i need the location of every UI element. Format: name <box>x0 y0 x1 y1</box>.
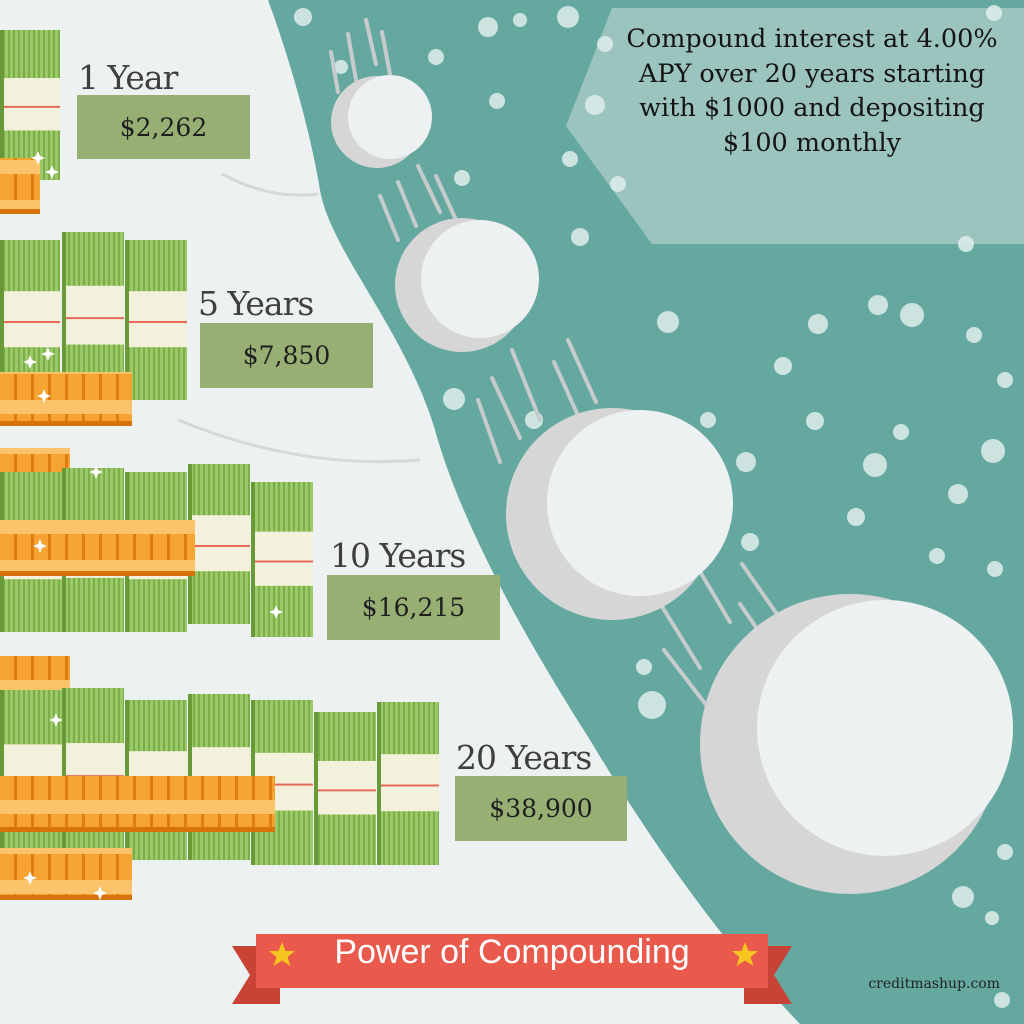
milestone-2-label: 5 Years <box>198 284 314 323</box>
money-stack-icon <box>0 690 62 860</box>
coin-stack-icon <box>0 776 275 832</box>
headline-panel <box>566 8 1024 244</box>
sparkle-icon <box>23 871 37 885</box>
coin-stack-icon <box>0 848 132 900</box>
headline: Compound interest at 4.00% APY over 20 y… <box>626 24 998 158</box>
snowball-icon <box>395 218 539 352</box>
site-credit: creditmashup.com <box>868 976 1000 992</box>
milestone-1-amount: $2,262 <box>77 95 250 159</box>
milestone-4-label: 20 Years <box>456 738 592 777</box>
money-stack-icon <box>125 240 187 400</box>
snow-dots <box>294 5 1013 1008</box>
banner-title: Power of Compounding <box>334 933 690 971</box>
money-stack-icon <box>314 712 376 865</box>
money-stack-icon <box>62 688 124 860</box>
snowball-icon <box>506 408 733 620</box>
snowball-icon <box>700 594 1013 894</box>
ribbon-banner <box>232 934 792 1004</box>
money-stack-icon <box>0 30 60 180</box>
star-icon <box>269 942 295 966</box>
sparkle-icon <box>41 347 55 361</box>
sparkle-icon <box>45 165 59 179</box>
snowball-icon <box>331 75 432 168</box>
milestone-1-label: 1 Year <box>78 58 178 97</box>
coin-stack-icon <box>0 520 195 576</box>
milestone-3-label: 10 Years <box>330 536 466 575</box>
sparkle-icon <box>89 465 103 479</box>
sparkle-icon <box>37 389 51 403</box>
money-stack-icon <box>377 702 439 865</box>
milestone-4-amount: $38,900 <box>455 776 627 841</box>
coin-stack-icon <box>0 158 40 214</box>
sparkle-icon <box>49 713 63 727</box>
money-stack-icon <box>251 482 313 637</box>
money-stack-icon <box>188 464 250 624</box>
coin-stack-icon <box>0 372 132 426</box>
sparkle-icon <box>33 539 47 553</box>
milestone-3-amount: $16,215 <box>327 575 500 640</box>
sparkle-icon <box>269 605 283 619</box>
sparkle-icon <box>31 151 45 165</box>
sparkle-icon <box>23 355 37 369</box>
star-icon <box>732 942 758 966</box>
sparkle-icon <box>93 886 107 900</box>
milestone-2-amount: $7,850 <box>200 323 373 388</box>
money-stacks <box>0 30 439 900</box>
